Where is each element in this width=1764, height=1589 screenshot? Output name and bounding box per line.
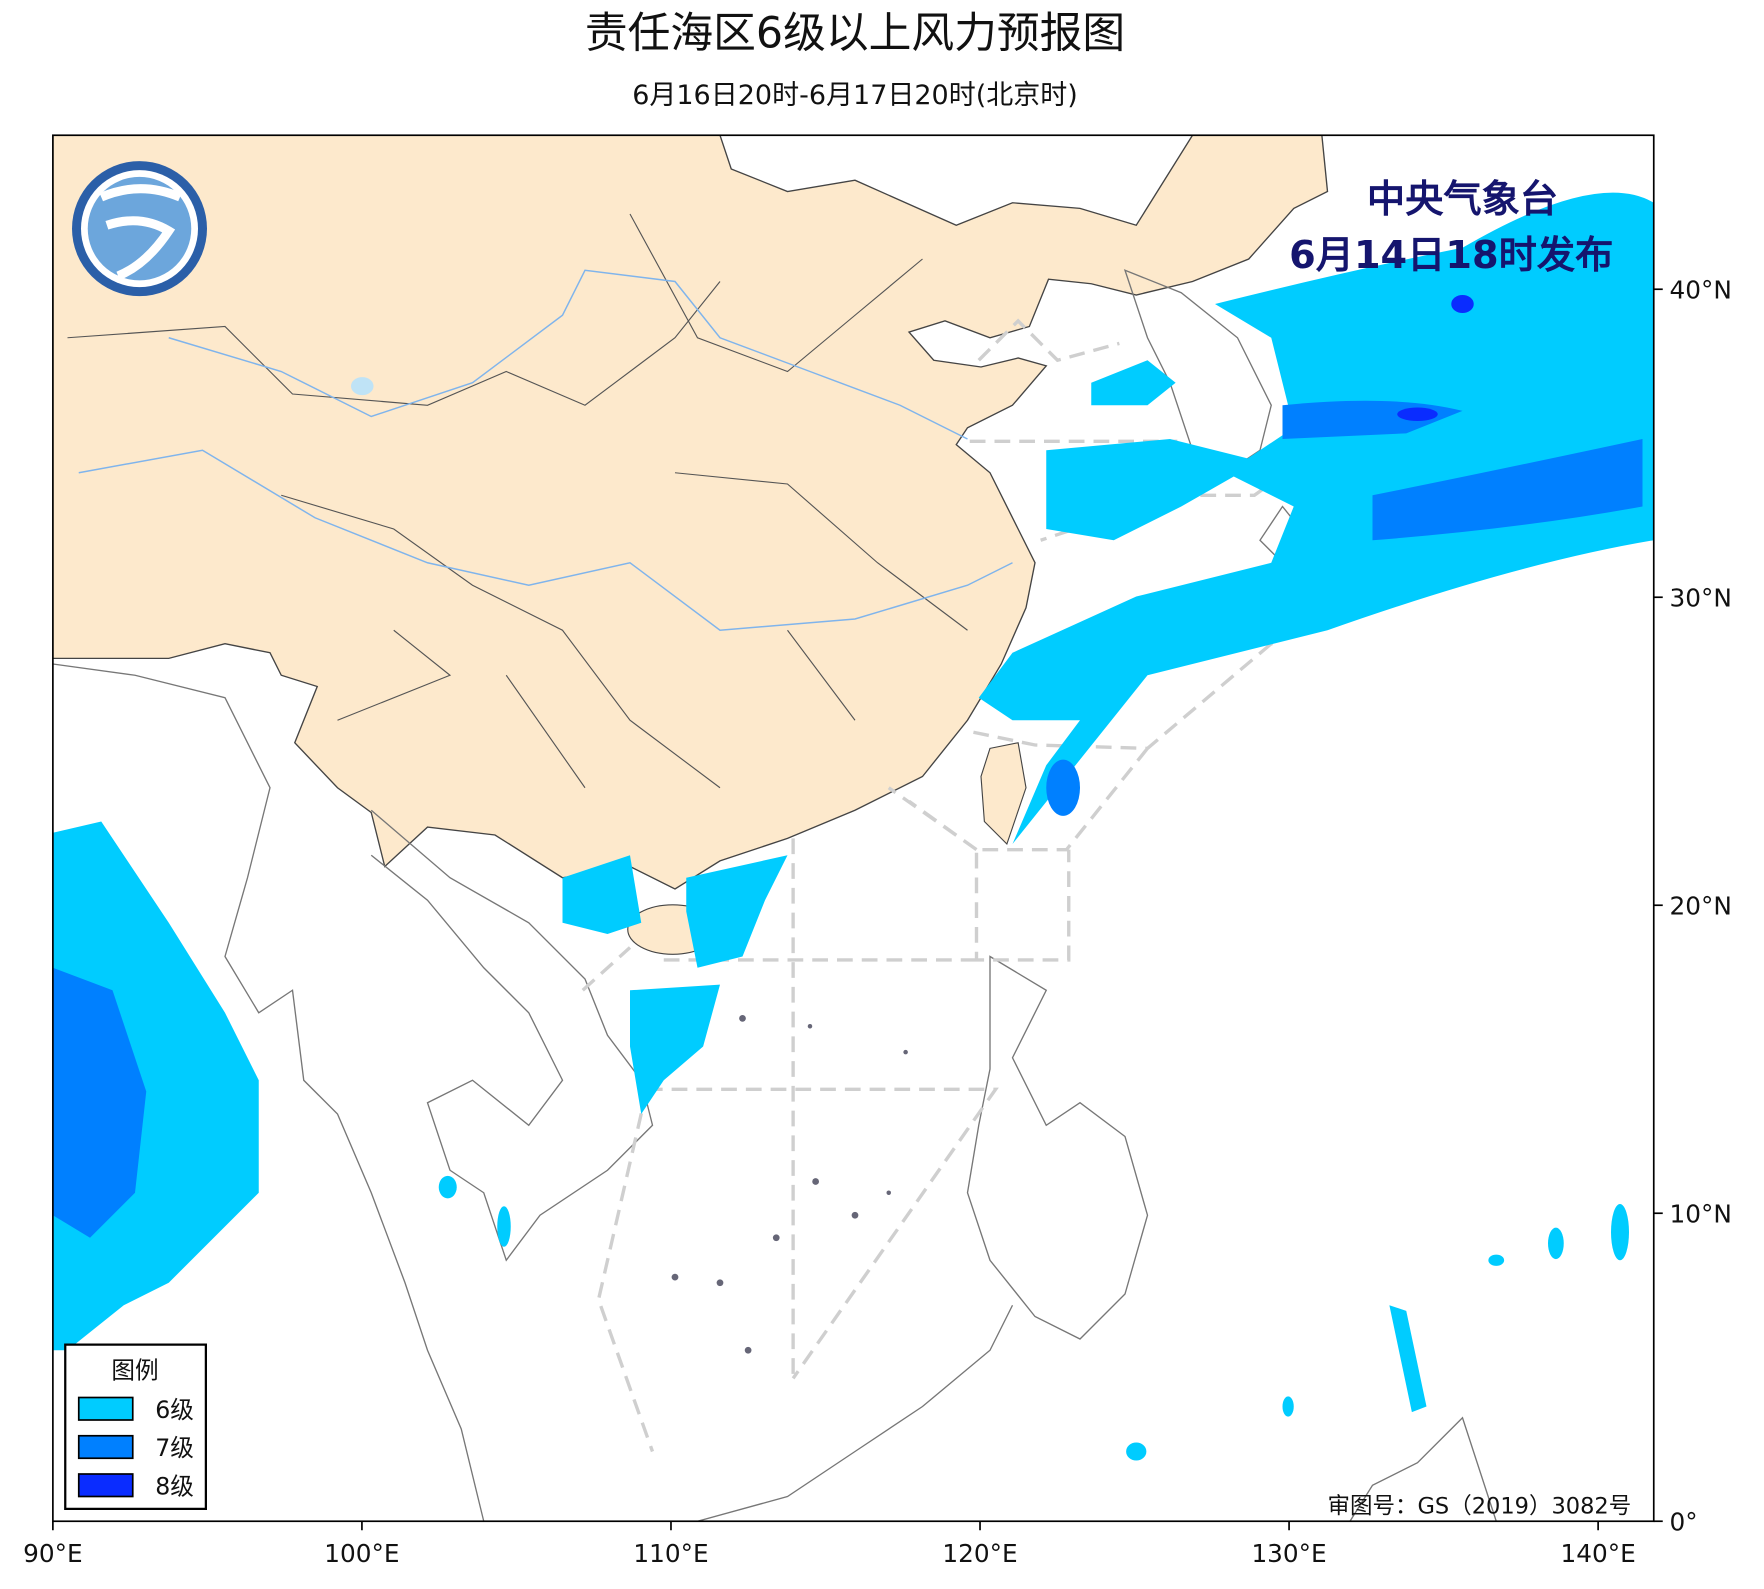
x-tick-label: 120°E xyxy=(942,1539,1017,1568)
legend: 图例 6级 7级 8级 xyxy=(64,1343,207,1510)
issuer: 中央气象台 xyxy=(1367,177,1558,222)
x-tick-label: 100°E xyxy=(324,1539,399,1568)
y-tick-label: 30°N xyxy=(1670,583,1732,612)
approval-number: 审图号：GS（2019）3082号 xyxy=(1328,1493,1632,1519)
map-body xyxy=(52,135,1654,1522)
x-tick-label: 110°E xyxy=(633,1539,708,1568)
logo xyxy=(72,161,207,297)
legend-label: 8级 xyxy=(155,1472,194,1500)
legend-label: 7级 xyxy=(155,1434,194,1462)
x-tick-label: 140°E xyxy=(1560,1539,1635,1568)
wind-areas-level7 xyxy=(52,400,1643,1238)
islands xyxy=(671,1015,908,1354)
legend-swatch xyxy=(77,1434,134,1460)
y-tick-label: 10°N xyxy=(1670,1199,1732,1228)
y-tick-label: 20°N xyxy=(1670,891,1732,920)
land-china xyxy=(52,135,1329,890)
rivers xyxy=(78,269,1013,632)
x-tick-label: 90°E xyxy=(23,1539,83,1568)
lake xyxy=(351,377,374,396)
land-taiwan xyxy=(980,742,1027,846)
legend-title: 图例 xyxy=(111,1356,158,1384)
legend-label: 6级 xyxy=(155,1396,194,1424)
y-tick-label: 0° xyxy=(1670,1507,1698,1536)
legend-swatch xyxy=(77,1473,134,1498)
map-title: 责任海区6级以上风力预报图 xyxy=(585,9,1125,59)
province-borders xyxy=(67,213,968,789)
y-tick-label: 40°N xyxy=(1670,275,1732,304)
map-frame xyxy=(52,134,1655,1523)
legend-swatch xyxy=(77,1396,134,1421)
issue-time: 6月14日18时发布 xyxy=(1289,233,1613,278)
x-tick-label: 130°E xyxy=(1251,1539,1326,1568)
map-subtitle: 6月16日20时-6月17日20时(北京时) xyxy=(632,80,1078,111)
wind-areas-level8 xyxy=(1397,295,1474,421)
